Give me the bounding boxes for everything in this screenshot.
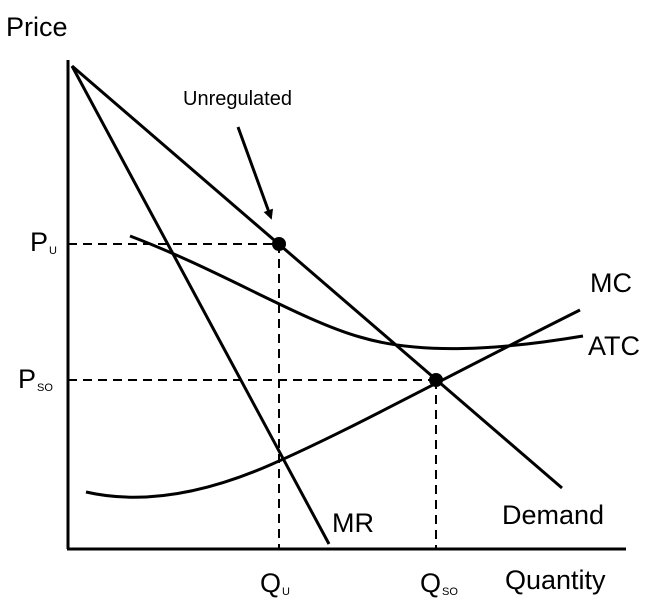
tick-qso: QSO: [420, 568, 458, 598]
socially-optimal-point: [429, 373, 443, 387]
tick-pso: PSO: [18, 364, 53, 394]
demand-curve: [71, 64, 563, 490]
tick-pu: PU: [30, 227, 57, 257]
tick-qu-sub: U: [282, 586, 290, 598]
tick-pu-sub: U: [49, 245, 57, 257]
tick-pso-main: P: [18, 364, 37, 394]
mr-label: MR: [332, 508, 374, 538]
tick-pso-sub: SO: [37, 382, 53, 394]
tick-qu-main: Q: [260, 568, 282, 598]
y-axis-label: Price: [6, 12, 68, 42]
tick-qso-main: Q: [420, 568, 442, 598]
demand-label: Demand: [502, 500, 605, 530]
tick-qu: QU: [260, 568, 290, 598]
unregulated-arrow: [236, 126, 273, 220]
atc-label: ATC: [588, 331, 640, 361]
x-axis-label: Quantity: [505, 565, 606, 595]
tick-qso-sub: SO: [442, 586, 458, 598]
mc-curve: [85, 308, 581, 499]
tick-pu-main: P: [30, 227, 49, 257]
mr-curve: [70, 65, 331, 545]
atc-curve: [129, 234, 584, 351]
unregulated-point: [272, 237, 286, 251]
unregulated-annotation: Unregulated: [183, 88, 292, 110]
mc-label: MC: [590, 268, 632, 298]
